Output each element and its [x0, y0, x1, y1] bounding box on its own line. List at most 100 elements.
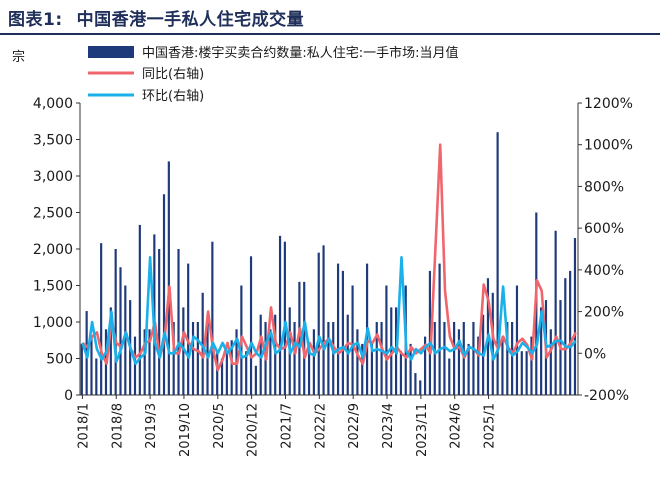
left-tick-label: 4,000 — [33, 96, 73, 112]
right-tick-label: 0% — [584, 346, 606, 362]
bar — [317, 252, 320, 395]
bar — [409, 343, 412, 395]
bar — [177, 249, 180, 395]
left-tick-label: 2,000 — [33, 242, 73, 258]
left-tick-label: 500 — [46, 352, 73, 368]
bar — [419, 380, 422, 395]
axes: 0 500 1,000 1,500 2,000 2,500 3,000 3,500 4,000 -… — [33, 96, 633, 457]
bar — [569, 270, 572, 395]
left-tick-label: 1,000 — [33, 315, 73, 331]
left-tick-label: 1,500 — [33, 279, 73, 295]
left-axis-unit: 宗 — [12, 50, 26, 65]
bar — [312, 329, 315, 395]
x-tick-label: 2019/10 — [178, 403, 193, 457]
bar — [443, 322, 446, 395]
bar — [520, 351, 523, 395]
bar — [249, 256, 253, 395]
bar — [477, 336, 480, 395]
bar — [564, 278, 567, 395]
x-tick-label: 2018/8 — [110, 403, 125, 449]
bar — [162, 194, 166, 395]
bar — [351, 285, 354, 395]
bar — [148, 329, 151, 395]
legend-label: 环比(右轴) — [142, 89, 204, 104]
bar-series — [80, 132, 577, 395]
right-tick-label: 200% — [584, 305, 624, 321]
bar — [225, 351, 228, 395]
bar — [390, 307, 393, 395]
left-tick-label: 3,500 — [33, 133, 73, 149]
bar — [133, 336, 137, 395]
bar — [230, 340, 233, 395]
line-series — [81, 143, 577, 372]
bar — [332, 322, 335, 395]
x-tick-label: 2020/5 — [212, 403, 227, 449]
bar — [380, 322, 383, 395]
bar — [336, 263, 340, 395]
bar — [274, 314, 277, 395]
legend-label: 同比(右轴) — [142, 67, 204, 82]
bar — [327, 322, 330, 395]
bar — [356, 329, 359, 395]
bar — [143, 329, 146, 395]
right-tick-label: 400% — [584, 263, 624, 279]
bar — [399, 351, 403, 395]
bar — [201, 292, 204, 395]
bar — [361, 343, 364, 395]
right-tick-label: 1200% — [584, 96, 633, 112]
legend-swatch-bars — [88, 46, 134, 58]
x-tick-label: 2021/7 — [279, 403, 294, 449]
bar — [448, 358, 451, 395]
bar — [525, 351, 528, 395]
bar — [496, 132, 499, 395]
bar — [457, 329, 461, 395]
bar — [501, 336, 504, 395]
bar — [172, 322, 175, 395]
x-tick-label: 2018/1 — [76, 403, 91, 449]
bar — [433, 322, 436, 395]
bar — [307, 351, 311, 395]
bar — [428, 270, 432, 395]
bar — [245, 351, 248, 395]
x-tick-label: 2022/2 — [313, 403, 328, 449]
bar — [119, 267, 122, 395]
bar — [254, 365, 257, 395]
bar — [211, 241, 214, 395]
bar — [540, 307, 543, 395]
left-tick-label: 0 — [64, 388, 73, 404]
bar — [530, 336, 533, 395]
bar — [554, 230, 557, 395]
bar — [549, 329, 552, 395]
x-tick-label: 2024/6 — [449, 403, 464, 449]
bar — [259, 314, 262, 395]
right-tick-label: 600% — [584, 221, 624, 237]
bar — [303, 281, 306, 395]
bar — [491, 292, 494, 395]
bar — [278, 235, 282, 395]
bar — [283, 241, 286, 395]
bar — [424, 336, 427, 395]
x-tick-label: 2020/12 — [246, 403, 261, 457]
bar — [453, 322, 456, 395]
bar — [191, 322, 195, 395]
left-tick-label: 2,500 — [33, 206, 73, 222]
bar — [90, 336, 93, 395]
bar — [220, 358, 224, 395]
bar — [124, 285, 127, 395]
legend-label: 中国香港:楼宇买卖合约数量:私人住宅:一手市场:当月值 — [142, 45, 459, 61]
bar — [346, 314, 349, 395]
figure-number: 图表1: — [8, 10, 63, 30]
bar — [511, 322, 514, 395]
bar — [109, 307, 112, 395]
bar — [298, 281, 301, 395]
bar — [187, 263, 190, 395]
x-tick-label: 2023/11 — [415, 403, 430, 457]
bar — [158, 249, 161, 395]
bar — [138, 224, 141, 395]
bar — [438, 263, 441, 395]
bar — [573, 238, 577, 395]
bar — [414, 373, 417, 395]
figure-title: 中国香港一手私人住宅成交量 — [76, 10, 305, 30]
bar — [269, 329, 272, 395]
